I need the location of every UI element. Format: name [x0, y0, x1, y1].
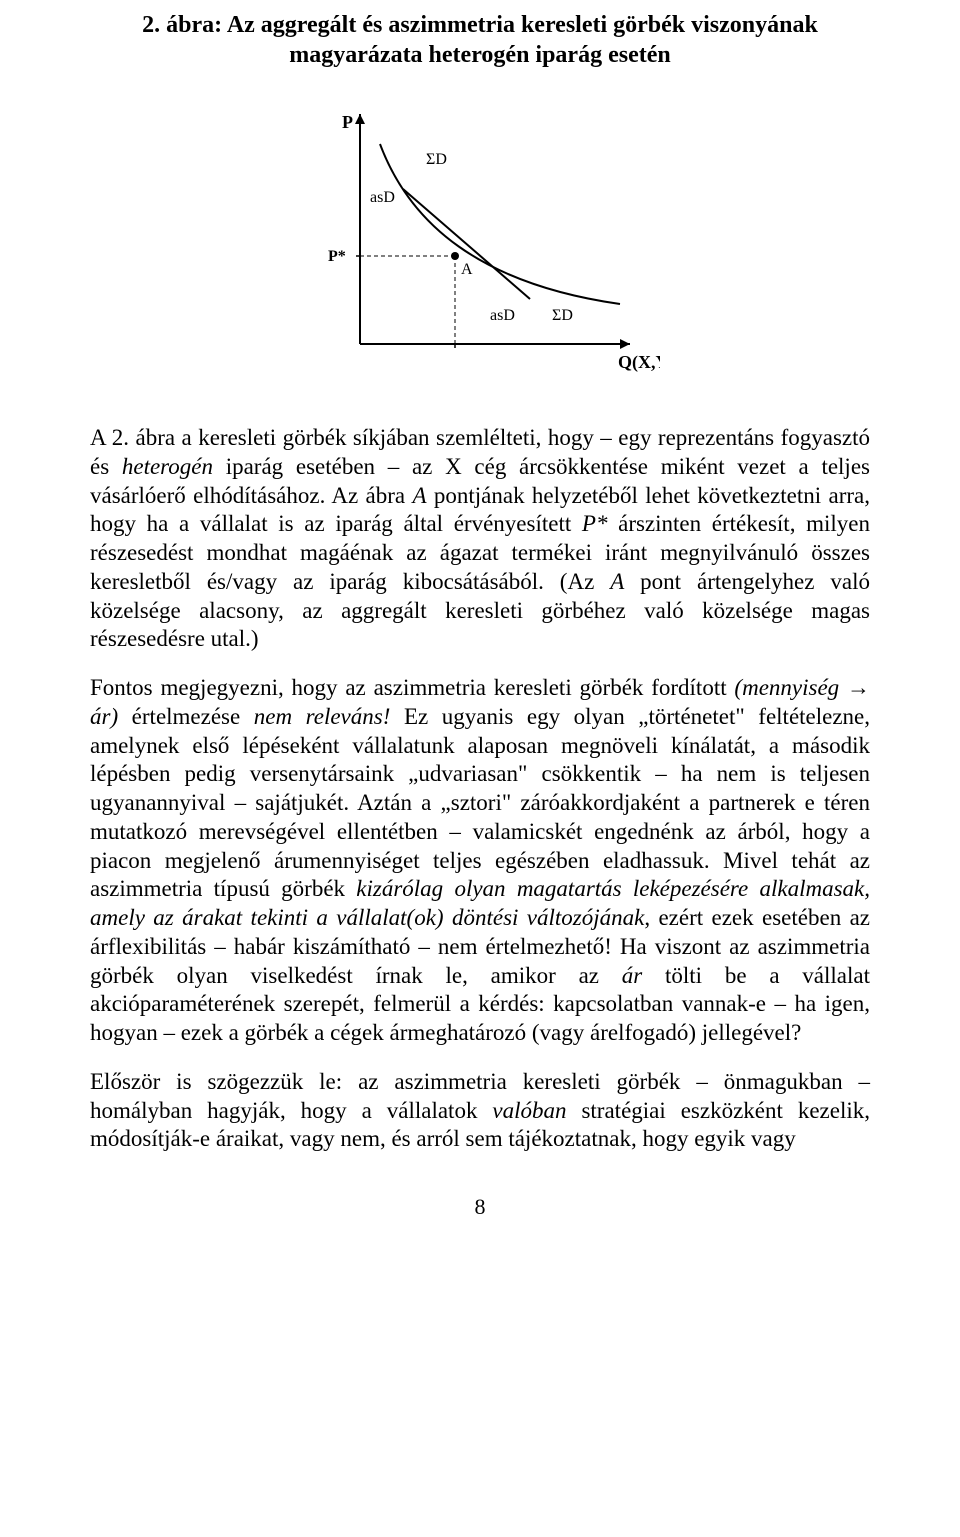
text-italic: A [610, 569, 624, 594]
text-italic: valóban [492, 1098, 566, 1123]
demand-curve-chart: P Q(X,Y) P* A ΣD ΣD asD asD [300, 94, 660, 394]
figure-title-line2: magyarázata heterogén iparág esetén [289, 42, 670, 68]
text-italic: ár [622, 963, 642, 988]
text: Ez ugyanis egy olyan „történetet" feltét… [90, 704, 870, 902]
svg-text:ΣD: ΣD [426, 151, 447, 168]
svg-text:asD: asD [490, 307, 515, 324]
paragraph-3: Először is szögezzük le: az aszimmetria … [90, 1068, 870, 1154]
text-italic: A [412, 483, 426, 508]
svg-text:asD: asD [370, 189, 395, 206]
page-number: 8 [90, 1194, 870, 1220]
figure-title: 2. ábra: Az aggregált és aszimmetria ker… [90, 10, 870, 70]
figure-chart: P Q(X,Y) P* A ΣD ΣD asD asD [90, 94, 870, 394]
text-italic: nem releváns! [254, 704, 391, 729]
svg-text:A: A [461, 261, 473, 278]
svg-text:P: P [342, 112, 353, 132]
text-italic: P* [582, 511, 608, 536]
document-page: 2. ábra: Az aggregált és aszimmetria ker… [0, 0, 960, 1260]
text-italic: heterogén [122, 454, 213, 479]
paragraph-2: Fontos megjegyezni, hogy az aszimmetria … [90, 674, 870, 1048]
svg-text:Q(X,Y): Q(X,Y) [618, 352, 660, 373]
figure-title-line1: 2. ábra: Az aggregált és aszimmetria ker… [142, 12, 818, 38]
svg-text:P*: P* [328, 248, 346, 265]
text: Fontos megjegyezni, hogy az aszimmetria … [90, 675, 734, 700]
text: értelmezése [118, 704, 254, 729]
svg-text:ΣD: ΣD [552, 307, 573, 324]
paragraph-1: A 2. ábra a keresleti görbék síkjában sz… [90, 424, 870, 654]
